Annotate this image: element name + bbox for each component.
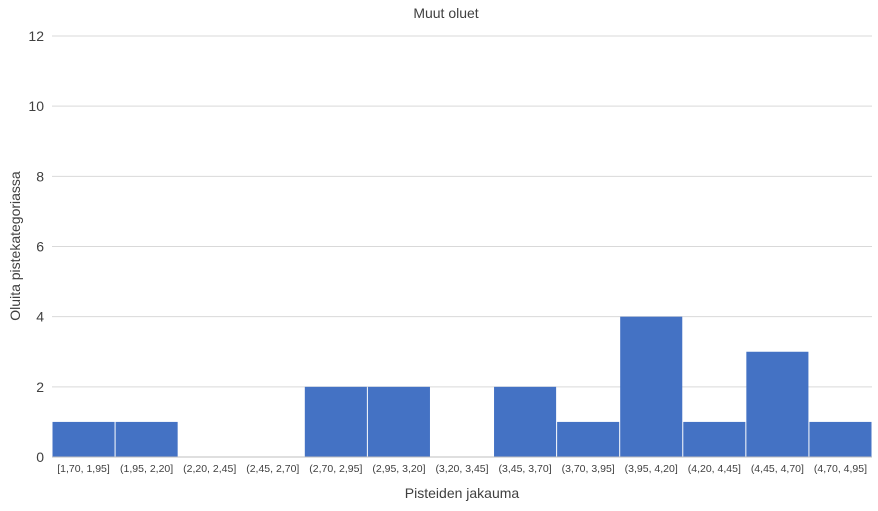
x-tick-label: (1,95, 2,20] (120, 463, 173, 475)
x-tick-label: (4,70, 4,95] (814, 463, 867, 475)
bar (115, 421, 178, 457)
y-tick-label: 10 (28, 98, 44, 114)
y-axis-title: Oluita pistekategoriassa (7, 171, 23, 321)
y-tick-label: 8 (36, 168, 44, 184)
x-tick-label: (2,45, 2,70] (246, 463, 299, 475)
x-axis-title: Pisteiden jakauma (405, 485, 520, 501)
y-tick-label: 0 (36, 449, 44, 465)
x-axis-ticks: [1,70, 1,95] (1,95, 2,20] (2,20, 2,45] (2,4… (57, 463, 867, 475)
bar (620, 316, 683, 457)
bars (52, 316, 872, 457)
bar (367, 386, 430, 457)
bar (52, 421, 115, 457)
x-tick-label: (4,20, 4,45] (688, 463, 741, 475)
x-tick-label: (2,95, 3,20] (372, 463, 425, 475)
x-tick-label: (3,20, 3,45] (435, 463, 488, 475)
x-tick-label: (2,20, 2,45] (183, 463, 236, 475)
x-tick-label: (3,45, 3,70] (499, 463, 552, 475)
x-tick-label: (3,70, 3,95] (562, 463, 615, 475)
y-tick-label: 6 (36, 239, 44, 255)
y-tick-label: 4 (36, 309, 44, 325)
bar (304, 386, 367, 457)
x-tick-label: [1,70, 1,95] (57, 463, 110, 475)
chart-title: Muut oluet (413, 5, 478, 21)
y-tick-label: 2 (36, 379, 44, 395)
y-tick-label: 12 (28, 28, 44, 44)
gridlines (52, 35, 872, 388)
x-tick-label: (3,95, 4,20] (625, 463, 678, 475)
bar (557, 421, 620, 457)
bar (683, 421, 746, 457)
y-axis-ticks: 0 2 4 6 8 10 12 (28, 28, 44, 465)
bar (746, 351, 809, 457)
x-tick-label: (2,70, 2,95] (309, 463, 362, 475)
x-tick-label: (4,45, 4,70] (751, 463, 804, 475)
bar (494, 386, 557, 457)
bar (809, 421, 872, 457)
